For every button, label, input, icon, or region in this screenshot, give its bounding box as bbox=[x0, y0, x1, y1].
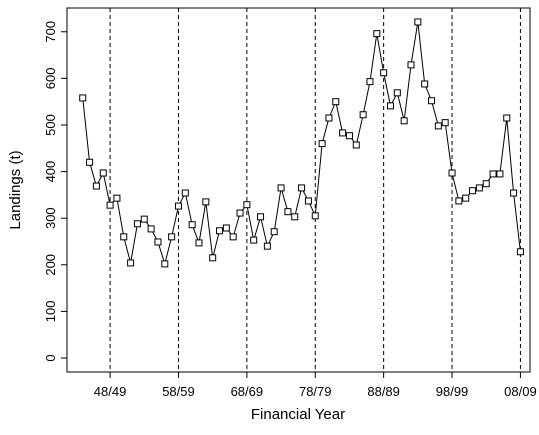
point bbox=[86, 158, 94, 166]
point bbox=[147, 225, 155, 233]
y-tick-label: 0 bbox=[43, 354, 58, 361]
point bbox=[263, 242, 271, 250]
x-tick-label: 68/69 bbox=[231, 384, 264, 399]
point bbox=[434, 122, 442, 130]
point bbox=[393, 89, 401, 97]
point bbox=[421, 80, 429, 88]
point bbox=[209, 254, 217, 262]
point bbox=[257, 213, 265, 221]
x-axis-label: Financial Year bbox=[251, 406, 345, 423]
x-tick-label: 78/79 bbox=[299, 384, 332, 399]
point bbox=[366, 78, 374, 86]
point bbox=[482, 180, 490, 188]
point bbox=[154, 238, 162, 246]
point bbox=[195, 239, 203, 247]
point bbox=[345, 132, 353, 140]
point bbox=[475, 184, 483, 192]
point bbox=[503, 114, 511, 122]
point bbox=[455, 197, 463, 205]
point bbox=[407, 61, 415, 69]
point bbox=[352, 141, 360, 149]
y-axis-label: Landings (t) bbox=[7, 150, 24, 229]
point bbox=[99, 169, 107, 177]
point bbox=[222, 224, 230, 232]
point bbox=[284, 208, 292, 216]
point bbox=[318, 140, 326, 148]
point bbox=[120, 233, 128, 241]
point bbox=[229, 233, 237, 241]
point bbox=[270, 228, 278, 236]
point bbox=[168, 233, 176, 241]
point bbox=[380, 69, 388, 77]
point bbox=[92, 182, 100, 190]
point bbox=[462, 194, 470, 202]
point bbox=[359, 111, 367, 119]
point bbox=[496, 170, 504, 178]
point bbox=[127, 259, 135, 267]
x-tick-label: 58/59 bbox=[162, 384, 195, 399]
point bbox=[79, 94, 87, 102]
x-tick-label: 08/09 bbox=[504, 384, 537, 399]
point bbox=[386, 102, 394, 110]
y-tick-label: 700 bbox=[43, 21, 58, 43]
point bbox=[448, 169, 456, 177]
point bbox=[216, 227, 224, 235]
y-tick-label: 600 bbox=[43, 68, 58, 90]
point bbox=[400, 117, 408, 125]
point bbox=[113, 194, 121, 202]
point bbox=[188, 221, 196, 229]
point bbox=[243, 201, 251, 209]
point bbox=[161, 260, 169, 268]
point bbox=[140, 215, 148, 223]
point bbox=[373, 30, 381, 38]
point bbox=[236, 209, 244, 217]
point bbox=[298, 184, 306, 192]
point bbox=[332, 98, 340, 106]
point bbox=[174, 202, 182, 210]
y-tick-label: 100 bbox=[43, 301, 58, 323]
point bbox=[428, 97, 436, 105]
point bbox=[277, 184, 285, 192]
point bbox=[181, 189, 189, 197]
point bbox=[339, 129, 347, 137]
point bbox=[304, 197, 312, 205]
point bbox=[469, 187, 477, 195]
point bbox=[133, 220, 141, 228]
y-tick-label: 400 bbox=[43, 161, 58, 183]
point bbox=[106, 201, 114, 209]
point bbox=[414, 18, 422, 26]
x-tick-label: 48/49 bbox=[94, 384, 127, 399]
plot-frame bbox=[66, 7, 531, 373]
point bbox=[325, 114, 333, 122]
x-tick-label: 98/99 bbox=[436, 384, 469, 399]
point bbox=[291, 213, 299, 221]
point bbox=[311, 212, 319, 220]
y-tick-label: 200 bbox=[43, 254, 58, 276]
y-tick-label: 300 bbox=[43, 207, 58, 229]
point bbox=[516, 248, 524, 256]
y-tick-label: 500 bbox=[43, 114, 58, 136]
point bbox=[202, 198, 210, 206]
x-tick-label: 88/89 bbox=[367, 384, 400, 399]
point bbox=[441, 119, 449, 127]
point bbox=[489, 170, 497, 178]
point bbox=[250, 236, 258, 244]
point bbox=[510, 189, 518, 197]
